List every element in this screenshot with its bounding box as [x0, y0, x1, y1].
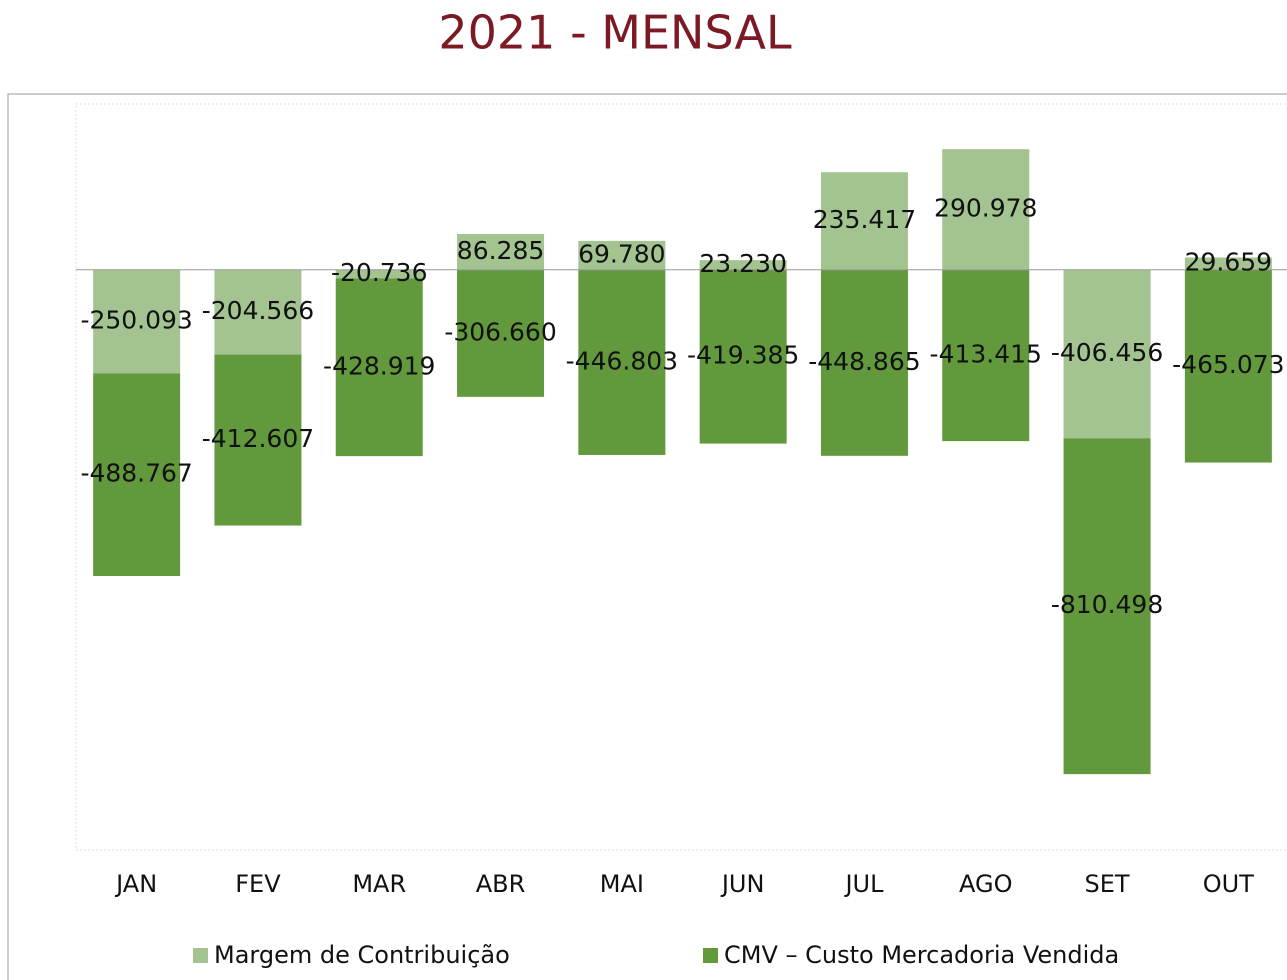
bar-segment [942, 269, 1030, 442]
bar-segment [1184, 269, 1272, 463]
legend-label: CMV – Custo Mercadoria Vendida [724, 941, 1119, 969]
bar-segment [93, 373, 181, 576]
data-label: -428.919 [323, 351, 435, 380]
x-tick-label: SET [1085, 870, 1130, 898]
x-tick-label: JUN [720, 870, 765, 898]
bar-segment [1184, 257, 1272, 270]
bar-segment [1063, 438, 1151, 775]
chart-frame [7, 93, 1287, 980]
x-tick-label: JAN [114, 870, 157, 898]
bar-segment [578, 269, 666, 455]
x-tick-label: MAR [352, 870, 406, 898]
data-label: 235.417 [813, 205, 916, 234]
data-label: -448.865 [808, 347, 920, 376]
data-label: 69.780 [578, 239, 665, 268]
x-tick-label: OUT [1203, 870, 1254, 898]
bar-segment [942, 149, 1030, 270]
data-label: -413.415 [930, 339, 1042, 368]
x-tick-label: JUL [843, 870, 884, 898]
legend-label: Margem de Contribuição [214, 941, 510, 969]
legend-swatch [193, 948, 208, 963]
x-tick-label: AGO [959, 870, 1012, 898]
x-tick-label: MAI [600, 870, 644, 898]
legend-swatch [703, 948, 718, 963]
data-label: -20.736 [331, 258, 428, 287]
data-label: -412.607 [202, 424, 314, 453]
bar-segment [820, 269, 908, 456]
bar-segment [335, 269, 423, 279]
bar-segment [93, 269, 181, 374]
data-label: -250.093 [80, 306, 192, 335]
bar-segment [699, 260, 787, 270]
x-tick-label: ABR [476, 870, 526, 898]
data-label: -204.566 [202, 296, 314, 325]
chart-title: 2021 - MENSAL [438, 6, 792, 60]
data-label: 290.978 [934, 193, 1037, 222]
data-label: -810.498 [1051, 590, 1163, 619]
bar-segment [1063, 269, 1151, 439]
data-label: -465.073 [1172, 350, 1284, 379]
bar-segment [578, 240, 666, 270]
data-label: -306.660 [444, 317, 556, 346]
data-label: -419.385 [687, 341, 799, 370]
data-label: 29.659 [1185, 248, 1272, 277]
bar-segment [214, 354, 302, 526]
data-label: 86.285 [457, 236, 544, 265]
data-label: 23.230 [699, 249, 786, 278]
bar-segment [214, 269, 302, 355]
bar-segment [457, 269, 545, 397]
data-label: -406.456 [1051, 338, 1163, 367]
bar-segment [335, 278, 423, 457]
bar-segment [699, 269, 787, 444]
data-label: -488.767 [80, 459, 192, 488]
bar-segment [457, 234, 545, 270]
data-label: -446.803 [566, 346, 678, 375]
bar-segment [820, 172, 908, 270]
x-tick-label: FEV [235, 870, 281, 898]
